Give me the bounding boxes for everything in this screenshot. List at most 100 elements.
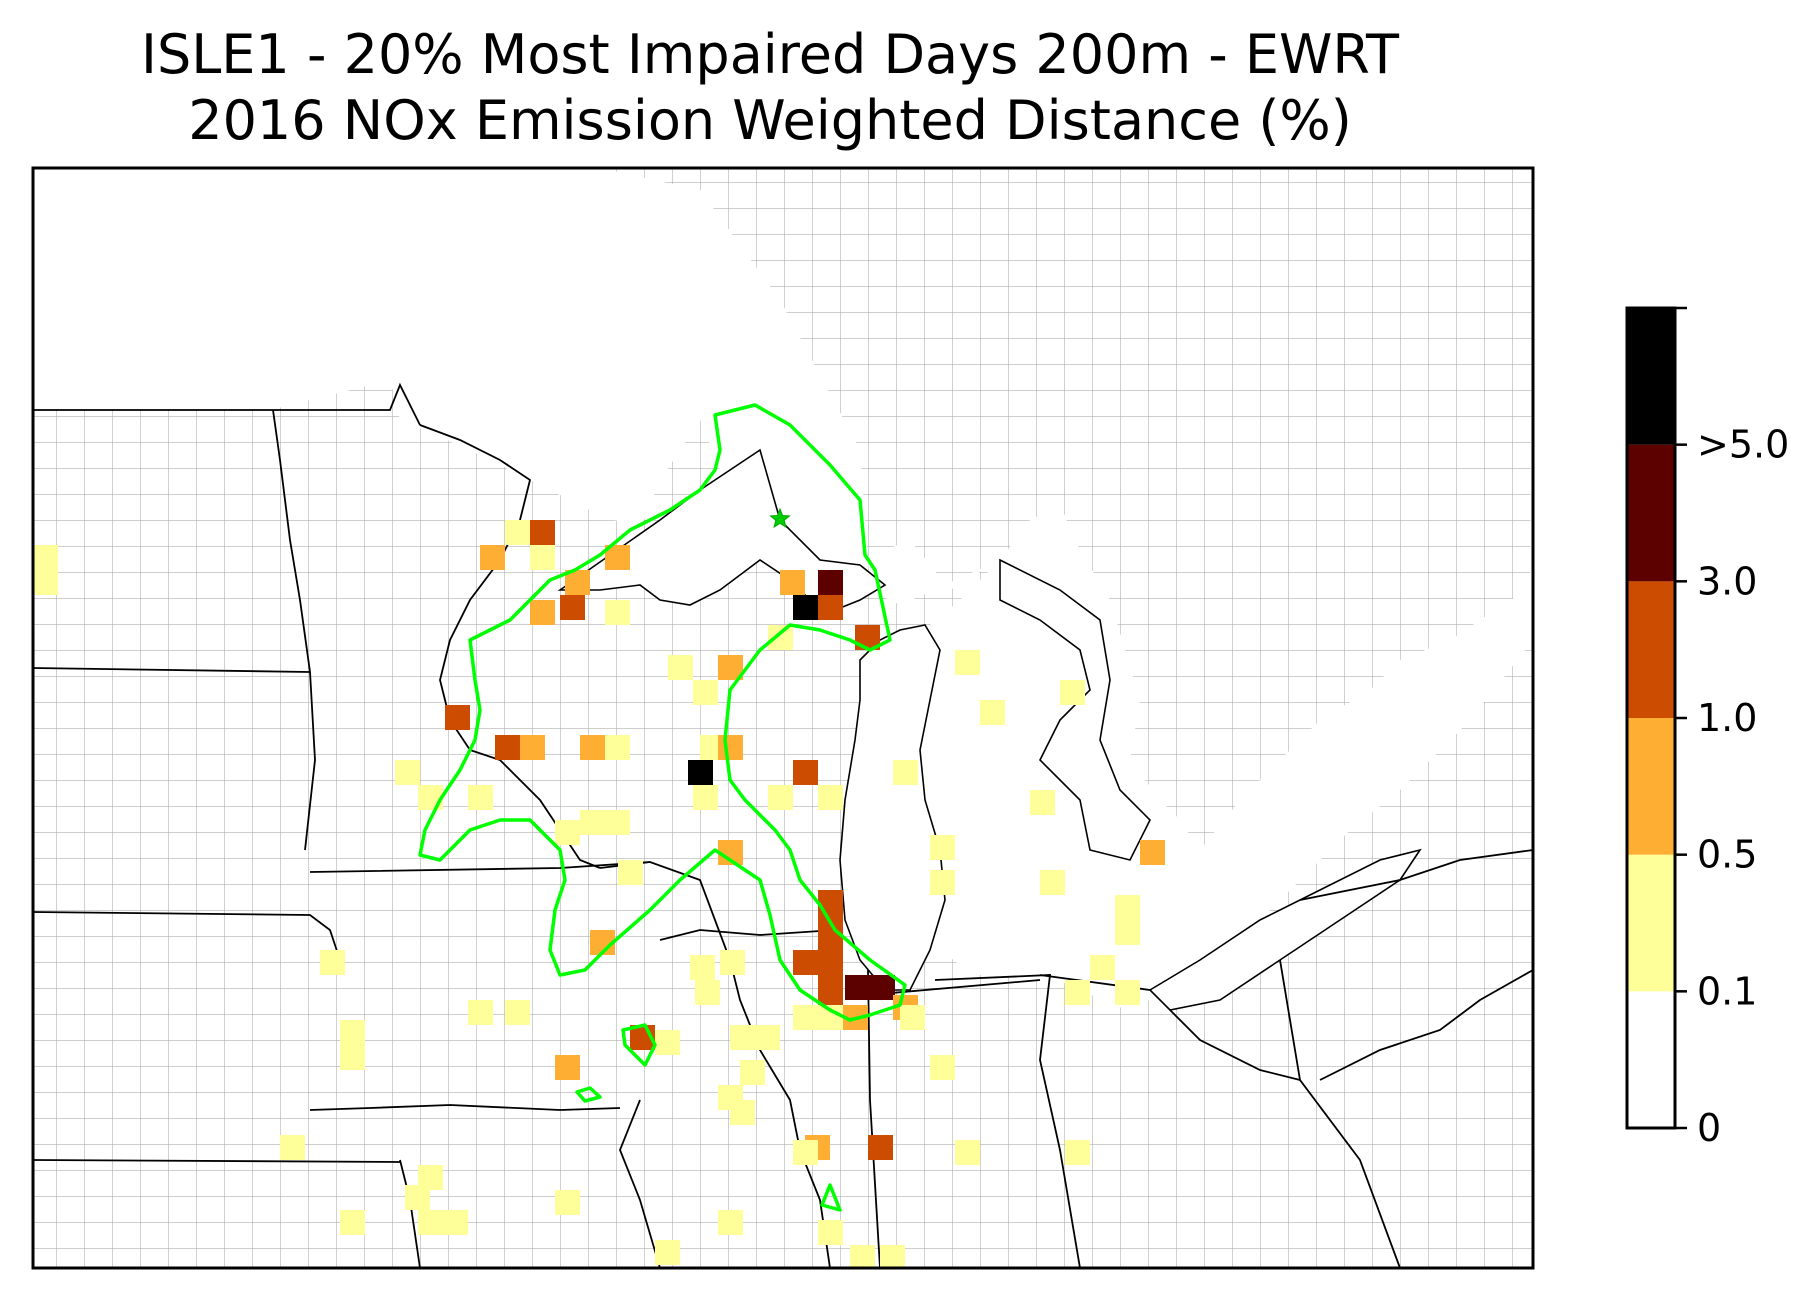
emission-cell [580, 735, 605, 760]
emission-cell [818, 785, 843, 810]
emission-cell [688, 760, 713, 785]
emission-cell [1115, 980, 1140, 1005]
emission-cell [730, 1025, 755, 1050]
emission-cell [1030, 790, 1055, 815]
colorbar-tick-label: 1.0 [1697, 696, 1757, 740]
emission-cell [690, 955, 715, 980]
emission-cell [560, 595, 585, 620]
emission-cell [580, 810, 605, 835]
emission-cell [505, 1000, 530, 1025]
emission-cell [693, 680, 718, 705]
emission-cell [793, 1005, 818, 1030]
emission-cell [818, 965, 843, 990]
emission-cell [605, 810, 630, 835]
emission-cell [395, 760, 420, 785]
emission-cell [468, 1000, 493, 1025]
emission-cell [655, 1030, 680, 1055]
colorbar-tick-label: 3.0 [1697, 559, 1757, 603]
emission-cell [340, 1020, 365, 1045]
emission-cell [818, 570, 843, 595]
colorbar-tick-label: 0 [1697, 1106, 1721, 1150]
contour-island-3 [820, 1183, 842, 1212]
colorbar-bin [1627, 581, 1675, 718]
emission-cell [418, 1210, 443, 1235]
emission-cell [730, 1100, 755, 1125]
colorbar-tick-label: >5.0 [1697, 423, 1789, 467]
emission-cell [768, 625, 793, 650]
emission-cell [845, 975, 870, 1000]
emission-cell [468, 785, 493, 810]
emission-cell [793, 760, 818, 785]
emission-cell [1065, 1140, 1090, 1165]
chart-title: ISLE1 - 20% Most Impaired Days 200m - EW… [0, 22, 1540, 154]
emission-cell [445, 705, 470, 730]
emission-cell [443, 1210, 468, 1235]
colorbar-bin [1627, 991, 1675, 1128]
colorbar-bins [1627, 308, 1675, 1128]
emission-cell [793, 1140, 818, 1165]
colorbar-tick-label: 0.5 [1697, 833, 1757, 877]
emission-cell [555, 1190, 580, 1215]
emission-cell [480, 545, 505, 570]
emission-cell [605, 735, 630, 760]
map-panel [31, 166, 1535, 1270]
title-line-1: ISLE1 - 20% Most Impaired Days 200m - EW… [141, 23, 1399, 86]
emission-cell [818, 1220, 843, 1245]
contour-island-1 [621, 1023, 657, 1067]
emission-cell [340, 1045, 365, 1070]
emission-cell [718, 735, 743, 760]
emission-cell [280, 1135, 305, 1160]
emission-cell [693, 785, 718, 810]
emission-cell [893, 760, 918, 785]
emission-cell [1040, 870, 1065, 895]
emission-cell [740, 1060, 765, 1085]
emission-cell [340, 1210, 365, 1235]
emission-cell [955, 650, 980, 675]
emission-cell [530, 545, 555, 570]
emission-cell [1140, 840, 1165, 865]
colorbar-bin [1627, 718, 1675, 855]
emission-cell [870, 975, 895, 1000]
emission-cell [880, 1245, 905, 1268]
colorbar-ticks: 0 0.1 0.5 1.0 3.0 >5.0 [1675, 306, 1789, 1150]
colorbar-bin [1627, 444, 1675, 582]
emission-cell [793, 950, 818, 975]
colorbar-bin [1627, 308, 1675, 445]
emission-cell [655, 1240, 680, 1265]
emission-cell [530, 520, 555, 545]
emission-cell [793, 595, 818, 620]
colorbar-bin [1627, 854, 1675, 992]
emission-cell [780, 570, 805, 595]
emission-cell [555, 1055, 580, 1080]
emission-cell [955, 1140, 980, 1165]
emission-cell [868, 1135, 893, 1160]
emission-cells [33, 520, 1165, 1268]
emission-cell [1115, 895, 1140, 920]
emission-cell [930, 870, 955, 895]
emission-cell [618, 860, 643, 885]
emission-cell [980, 700, 1005, 725]
emission-cell [818, 595, 843, 620]
lake-huron [999, 558, 1151, 861]
emission-cell [930, 835, 955, 860]
emission-cell [405, 1185, 430, 1210]
contour-lines [418, 403, 907, 1212]
emission-cell [720, 950, 745, 975]
emission-cell [1065, 980, 1090, 1005]
emission-cell [930, 1055, 955, 1080]
emission-cell [495, 735, 520, 760]
emission-cell [1060, 680, 1085, 705]
title-line-2: 2016 NOx Emission Weighted Distance (%) [188, 89, 1352, 152]
emission-cell [1090, 955, 1115, 980]
emission-cell [505, 520, 530, 545]
emission-cell [718, 1210, 743, 1235]
emission-cell [668, 655, 693, 680]
contour-main [418, 403, 907, 1022]
emission-cell [530, 600, 555, 625]
star-icon [769, 507, 791, 529]
emission-cell [1115, 920, 1140, 945]
emission-cell [33, 545, 58, 570]
emission-cell [768, 785, 793, 810]
emission-cell [900, 1005, 925, 1030]
